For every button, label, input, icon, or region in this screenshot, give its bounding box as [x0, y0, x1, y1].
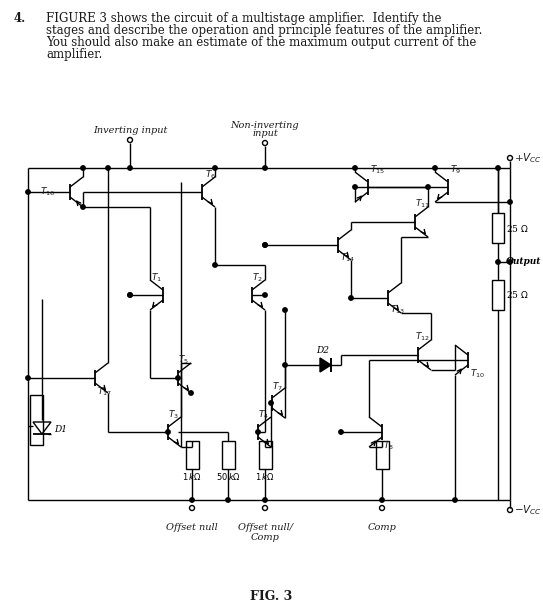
Text: $T_{9}$: $T_{9}$: [450, 164, 461, 176]
Text: $T_{10}$: $T_{10}$: [470, 368, 485, 381]
Text: $T_{6}$: $T_{6}$: [205, 169, 216, 181]
Text: Inverting input: Inverting input: [93, 126, 167, 135]
Circle shape: [496, 166, 500, 170]
Text: $T_{13}$: $T_{13}$: [390, 303, 405, 315]
Text: $T_{4}$: $T_{4}$: [258, 409, 269, 421]
Circle shape: [128, 293, 132, 297]
Bar: [492, 280, 504, 310]
Circle shape: [508, 260, 512, 264]
Circle shape: [453, 498, 457, 502]
Text: $T_{8}$: $T_{8}$: [383, 440, 394, 453]
Text: $-V_{CC}$: $-V_{CC}$: [514, 503, 542, 517]
Circle shape: [508, 200, 512, 204]
Text: $T_{3}$: $T_{3}$: [168, 409, 179, 421]
Text: 25 $\Omega$: 25 $\Omega$: [506, 222, 529, 233]
Circle shape: [190, 498, 194, 502]
Text: +$V_{CC}$: +$V_{CC}$: [514, 151, 542, 165]
Circle shape: [189, 391, 193, 395]
Text: You should also make an estimate of the maximum output current of the: You should also make an estimate of the …: [46, 36, 476, 49]
Circle shape: [226, 498, 230, 502]
Text: $T_{14}$: $T_{14}$: [340, 252, 355, 265]
Text: 25 $\Omega$: 25 $\Omega$: [506, 290, 529, 301]
Text: $T_{12}$: $T_{12}$: [415, 331, 430, 343]
Text: Offset null: Offset null: [166, 523, 218, 532]
Circle shape: [353, 166, 357, 170]
Circle shape: [263, 166, 267, 170]
Circle shape: [263, 293, 267, 297]
Text: stages and describe the operation and principle features of the amplifier.: stages and describe the operation and pr…: [46, 24, 482, 37]
Circle shape: [81, 166, 85, 170]
Text: FIG. 3: FIG. 3: [250, 590, 292, 603]
Circle shape: [213, 166, 217, 170]
Text: $T_{15}$: $T_{15}$: [370, 164, 385, 176]
Circle shape: [176, 376, 180, 380]
Text: $50\,k\Omega$: $50\,k\Omega$: [216, 471, 241, 482]
Text: Offset null/: Offset null/: [237, 523, 293, 532]
Text: 4.: 4.: [14, 12, 26, 25]
Circle shape: [339, 430, 343, 434]
Text: FIGURE 3 shows the circuit of a multistage amplifier.  Identify the: FIGURE 3 shows the circuit of a multista…: [46, 12, 441, 25]
Bar: [376, 441, 388, 469]
Circle shape: [263, 498, 267, 502]
Circle shape: [256, 430, 260, 434]
Text: $T_{16}$: $T_{16}$: [40, 186, 55, 198]
Text: $T_{5}$: $T_{5}$: [178, 354, 189, 366]
Text: $T_{7}$: $T_{7}$: [272, 381, 283, 393]
Text: amplifier.: amplifier.: [46, 48, 103, 61]
Circle shape: [433, 166, 437, 170]
Circle shape: [166, 430, 170, 434]
Circle shape: [81, 205, 85, 209]
Bar: [258, 441, 272, 469]
Text: $T_{11}$: $T_{11}$: [415, 197, 430, 210]
Text: Comp: Comp: [368, 523, 396, 532]
Text: D1: D1: [54, 425, 67, 434]
Text: $T_{17}$: $T_{17}$: [97, 386, 112, 398]
Circle shape: [263, 243, 267, 247]
Bar: [186, 441, 199, 469]
Circle shape: [426, 185, 430, 189]
Text: input: input: [252, 129, 278, 138]
Circle shape: [128, 166, 132, 170]
Text: $1\,k\Omega$: $1\,k\Omega$: [255, 471, 275, 482]
Circle shape: [349, 296, 353, 300]
Circle shape: [283, 363, 287, 367]
Text: $T_{2}$: $T_{2}$: [252, 271, 263, 284]
Bar: [29, 395, 42, 445]
Bar: [492, 213, 504, 243]
Circle shape: [26, 190, 30, 194]
Text: D2: D2: [317, 346, 330, 355]
Bar: [222, 441, 235, 469]
Text: $T_{1}$: $T_{1}$: [151, 271, 162, 284]
Circle shape: [269, 401, 273, 405]
Circle shape: [380, 498, 384, 502]
Circle shape: [106, 166, 110, 170]
Circle shape: [263, 243, 267, 247]
Text: Comp: Comp: [250, 533, 280, 542]
Circle shape: [26, 376, 30, 380]
Circle shape: [128, 293, 132, 297]
Circle shape: [496, 260, 500, 264]
Text: $1\,k\Omega$: $1\,k\Omega$: [182, 471, 202, 482]
Text: Output: Output: [506, 257, 541, 266]
Circle shape: [283, 308, 287, 312]
Text: Non-inverting: Non-inverting: [231, 121, 299, 130]
Polygon shape: [320, 358, 331, 372]
Circle shape: [353, 185, 357, 189]
Circle shape: [213, 263, 217, 267]
